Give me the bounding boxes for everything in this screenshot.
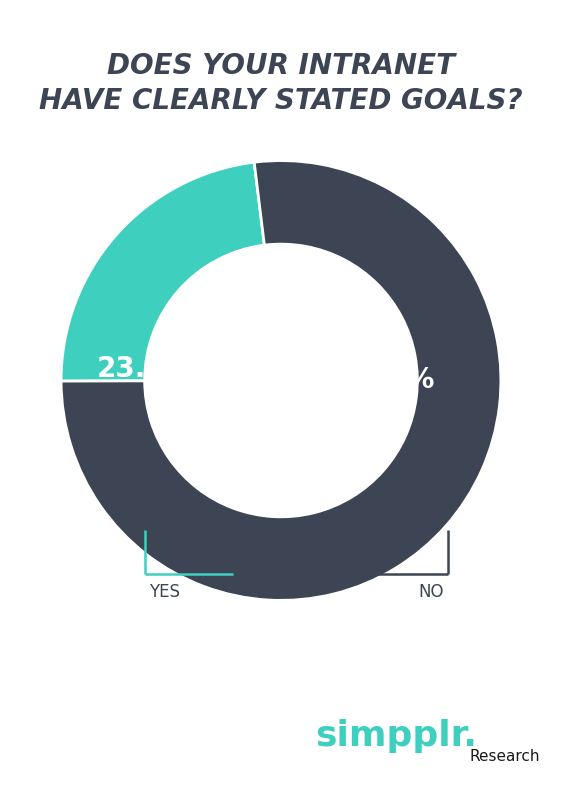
Text: DOES YOUR INTRANET
HAVE CLEARLY STATED GOALS?: DOES YOUR INTRANET HAVE CLEARLY STATED G… (39, 52, 523, 115)
Wedge shape (61, 160, 501, 601)
Text: 76.9%: 76.9% (338, 367, 435, 394)
Text: 23.1%: 23.1% (97, 356, 193, 384)
Wedge shape (61, 162, 264, 381)
Text: YES: YES (149, 583, 180, 601)
Text: NO: NO (418, 583, 444, 601)
Text: Research: Research (469, 749, 540, 764)
Text: simpplr.: simpplr. (315, 719, 477, 753)
